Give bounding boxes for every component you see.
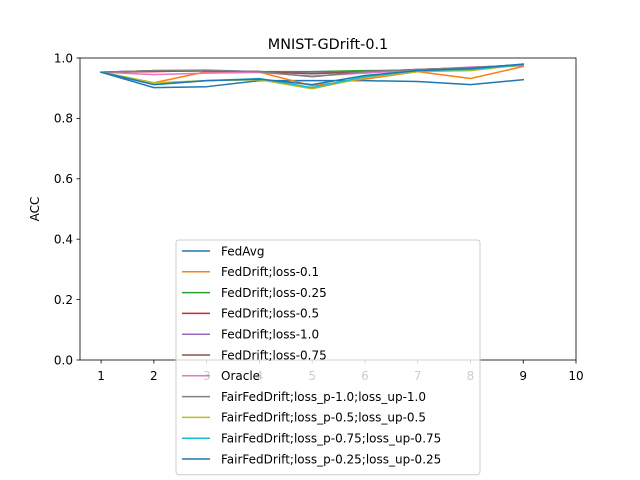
chart-title: MNIST-GDrift-0.1	[268, 37, 388, 53]
legend-label: FedDrift;loss-1.0	[221, 328, 319, 342]
series-line-9	[100, 63, 525, 90]
legend-label: FedDrift;loss-0.25	[221, 286, 327, 300]
series-line-11	[100, 63, 525, 86]
y-tick-label: 1.0	[54, 51, 73, 65]
x-tick-label: 1	[97, 369, 105, 383]
legend-label: FedDrift;loss-0.75	[221, 348, 327, 362]
y-tick-label: 0.8	[54, 112, 73, 126]
legend-label: FedDrift;loss-0.1	[221, 265, 319, 279]
series-line-2	[100, 65, 525, 87]
x-tick-label: 2	[150, 369, 158, 383]
legend-label: FedDrift;loss-0.5	[221, 307, 319, 321]
y-tick-label: 0.0	[54, 353, 73, 367]
legend-label: FairFedDrift;loss_p-0.25;loss_up-0.25	[221, 452, 441, 466]
x-tick-label: 9	[519, 369, 527, 383]
legend-box	[175, 239, 481, 476]
legend: FedAvg FedDrift;loss-0.1 FedDrift;loss-0.2…	[175, 239, 481, 476]
y-tick-label: 0.6	[54, 172, 73, 186]
legend-label: FairFedDrift;loss_p-1.0;loss_up-1.0	[221, 390, 426, 404]
y-tick-label: 0.2	[54, 293, 73, 307]
legend-label: Oracle	[221, 369, 260, 383]
legend-label: FairFedDrift;loss_p-0.5;loss_up-0.5	[221, 411, 426, 425]
y-tick-label: 0.4	[54, 233, 73, 247]
legend-label: FairFedDrift;loss_p-0.75;loss_up-0.75	[221, 432, 441, 446]
series-line-1	[100, 71, 525, 89]
y-axis-label: ACC	[28, 197, 42, 222]
x-tick-label: 10	[568, 369, 583, 383]
series-line-8	[100, 63, 525, 78]
legend-label: FedAvg	[221, 244, 264, 258]
